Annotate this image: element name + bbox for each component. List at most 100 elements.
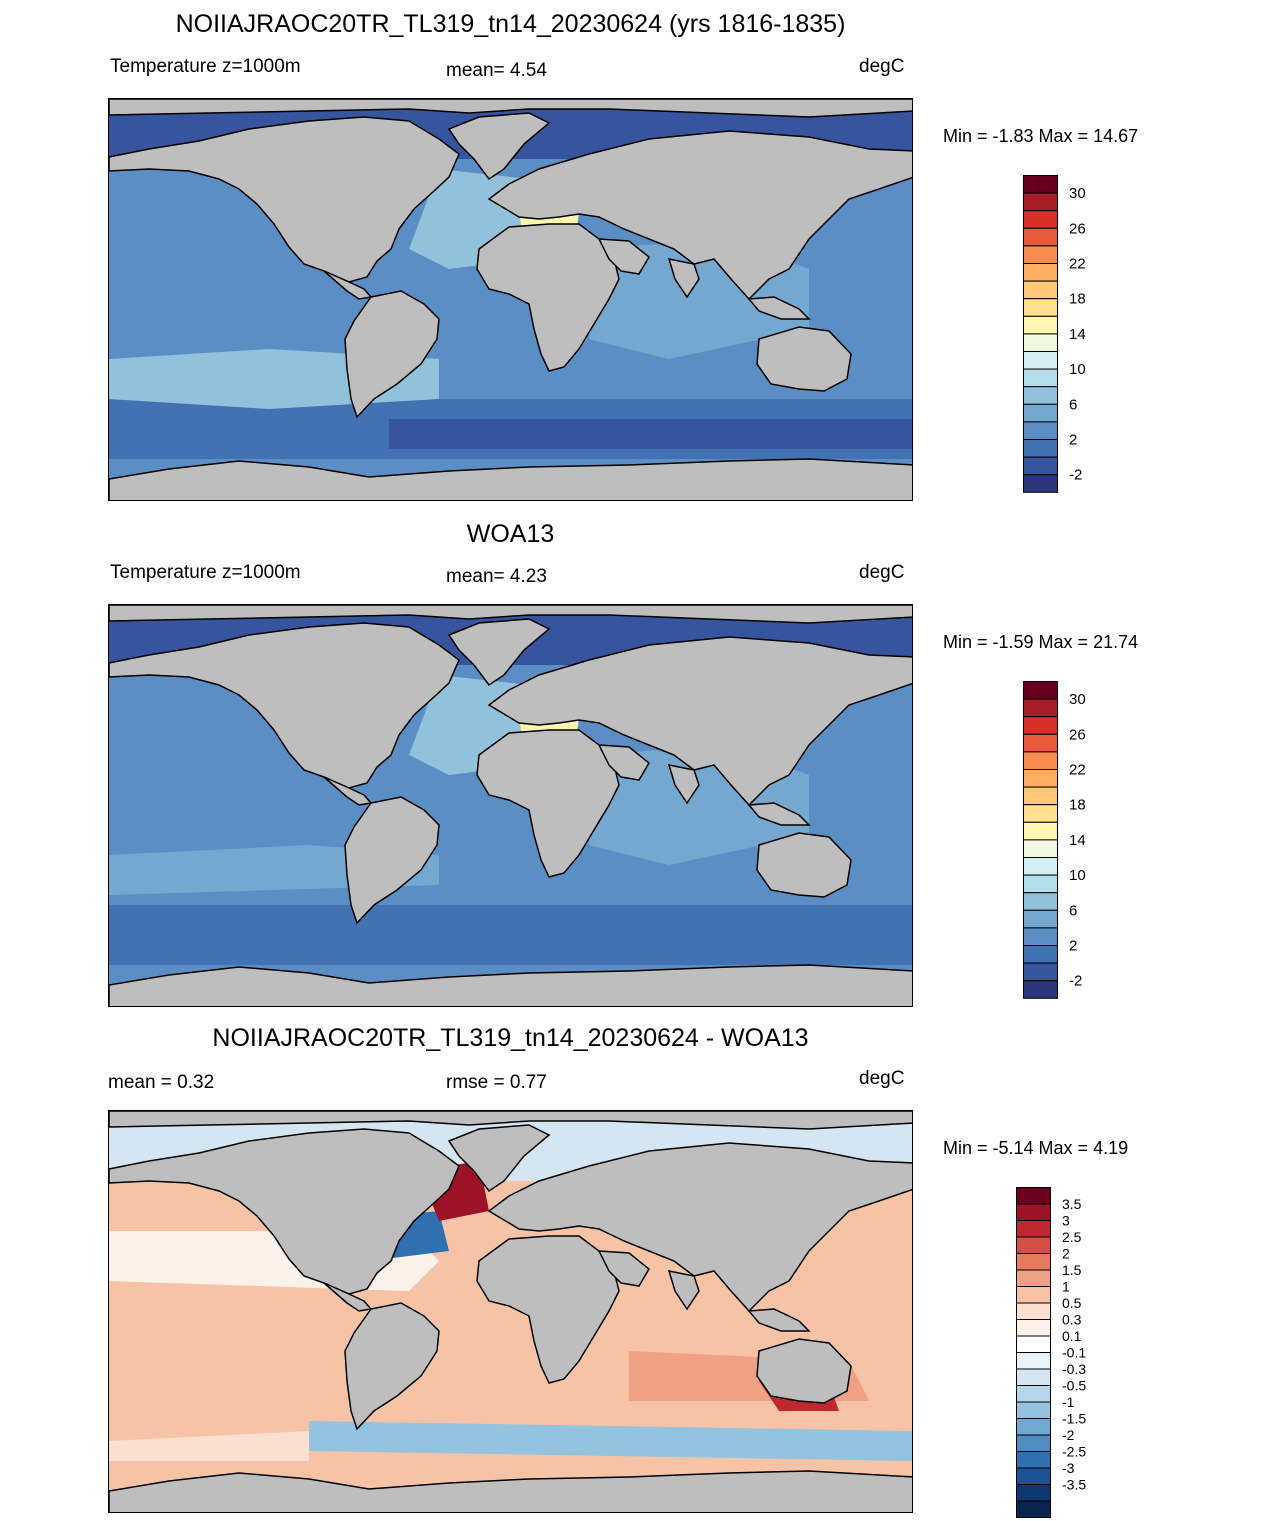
landmass (109, 964, 912, 1006)
panel-title: WOA13 (466, 520, 555, 548)
landmass (747, 802, 811, 826)
colorbar-tick-label: -3 (1062, 1460, 1075, 1476)
colorbar-tick-label: -1.5 (1062, 1411, 1086, 1427)
colorbar-swatch (1023, 333, 1058, 352)
colorbar-swatch (1023, 368, 1058, 388)
difference-colorbar: 3.5 3 2.5 2 1.5 1 0.5 0.3 0.1 -0.1 -0.3 -0.5 -1 -1.5-… (1016, 1187, 1096, 1521)
colorbar-tick-label: 2 (1069, 938, 1077, 955)
panel-rmse-label: rmse = 0.77 (446, 1072, 547, 1093)
colorbar-tick-label: -2 (1062, 1427, 1075, 1443)
panel-variable-label: Temperature z=1000m (110, 56, 301, 77)
landmass (109, 458, 912, 500)
colorbar-tick-label: 26 (1069, 220, 1086, 237)
colorbar-swatch (1023, 716, 1058, 735)
colorbar-swatch (1016, 1220, 1051, 1238)
colorbar-swatch (1023, 857, 1058, 876)
panel-minmax-label: Min = -1.59 Max = 21.74 (943, 632, 1139, 652)
panel-diff: NOIIAJRAOC20TR_TL319_tn14_20230624 - WOA… (0, 1012, 1285, 1518)
colorbar-swatch (1023, 263, 1058, 282)
colorbar-tick-label: 10 (1069, 867, 1086, 884)
colorbar-tick-label: -0.1 (1062, 1345, 1086, 1361)
colorbar-swatch (1016, 1335, 1051, 1353)
colorbar-swatch (1016, 1385, 1051, 1403)
land-masses (109, 99, 912, 500)
land-masses (109, 605, 912, 1006)
colorbar-tick-label: 10 (1069, 361, 1086, 378)
colorbar-tick-label: 2 (1062, 1246, 1070, 1262)
colorbar-swatch (1023, 804, 1058, 823)
landmass (447, 618, 551, 687)
panel-title: NOIIAJRAOC20TR_TL319_tn14_20230624 - WOA… (212, 1024, 809, 1052)
obs-temperature-map (108, 604, 913, 1007)
landmass (667, 1270, 700, 1311)
panel-units-label: degC (859, 56, 905, 77)
difference-temperature-map (108, 1110, 913, 1513)
colorbar-tick-label: 14 (1069, 326, 1086, 343)
colorbar-swatch (1023, 474, 1058, 493)
landmass (344, 1302, 440, 1431)
landmass (109, 1128, 460, 1295)
colorbar-swatch (1023, 386, 1058, 405)
panel-model: NOIIAJRAOC20TR_TL319_tn14_20230624 (yrs … (0, 0, 1285, 506)
panel-minmax-label: Min = -1.83 Max = 14.67 (943, 126, 1139, 146)
land-masses (109, 1111, 912, 1512)
colorbar-swatch (1016, 1203, 1051, 1221)
colorbar-tick-label: 1.5 (1062, 1262, 1082, 1278)
colorbar-tick-label: 26 (1069, 726, 1086, 743)
colorbar-tick-label: 6 (1069, 396, 1077, 413)
panel-mean-label: mean= 4.54 (446, 60, 547, 81)
landmass (487, 636, 912, 807)
landmass (344, 290, 440, 419)
landmass (667, 764, 700, 805)
panel-obs: WOA13 Temperature z=1000m mean= 4.23 deg… (0, 506, 1285, 1012)
colorbar-swatch (1023, 403, 1058, 423)
colorbar-swatch (1023, 439, 1058, 458)
colorbar-tick-label: 2 (1069, 432, 1077, 449)
temperature-colorbar: 30 26 22 18 14 10 6 2 -2 (1023, 175, 1103, 496)
panel-units-label: degC (859, 562, 905, 583)
colorbar-swatch (1023, 769, 1058, 788)
colorbar-tick-label: 0.5 (1062, 1295, 1082, 1311)
colorbar-tick-label: 30 (1069, 691, 1086, 708)
colorbar-tick-label: 2.5 (1062, 1229, 1082, 1245)
colorbar-swatch (1023, 945, 1058, 964)
colorbar-swatch (1016, 1302, 1051, 1320)
colorbar-swatch (1016, 1467, 1051, 1485)
panel-mean-label: mean = 0.32 (108, 1072, 215, 1093)
colorbar-tick-label: 6 (1069, 902, 1077, 919)
landmass (597, 238, 650, 275)
colorbar-tick-label: -2 (1069, 973, 1082, 990)
colorbar-swatch (1023, 280, 1058, 300)
model-temperature-map (108, 98, 913, 501)
colorbar-tick-label: 3 (1062, 1213, 1070, 1229)
landmass (109, 605, 912, 624)
colorbar-tick-label: 1 (1062, 1279, 1070, 1295)
colorbar-swatch (1023, 421, 1058, 440)
colorbar-swatch (1023, 351, 1058, 370)
colorbar-tick-label: -1 (1062, 1394, 1075, 1410)
colorbar-tick-label: -2 (1069, 467, 1082, 484)
colorbar-swatch (1023, 892, 1058, 911)
panel-variable-label: Temperature z=1000m (110, 562, 301, 583)
landmass (476, 729, 620, 878)
landmass (756, 326, 852, 392)
landmass (476, 223, 620, 372)
landmass (109, 622, 460, 789)
colorbar-swatch (1016, 1319, 1051, 1337)
landmass (667, 258, 700, 299)
landmass (597, 744, 650, 781)
colorbar-swatch (1023, 980, 1058, 999)
colorbar-tick-label: 18 (1069, 291, 1086, 308)
colorbar-swatch (1023, 698, 1058, 718)
colorbar-swatch (1023, 298, 1058, 317)
landmass (109, 1470, 912, 1512)
colorbar-tick-label: 30 (1069, 185, 1086, 202)
colorbar-tick-label: -0.3 (1062, 1361, 1086, 1377)
colorbar-swatch (1016, 1434, 1051, 1452)
colorbar-swatch (1023, 315, 1058, 335)
colorbar-swatch (1023, 210, 1058, 229)
landmass (447, 112, 551, 181)
colorbar-swatch (1016, 1500, 1051, 1518)
colorbar-swatch (1016, 1484, 1051, 1502)
colorbar-swatch (1023, 962, 1058, 982)
